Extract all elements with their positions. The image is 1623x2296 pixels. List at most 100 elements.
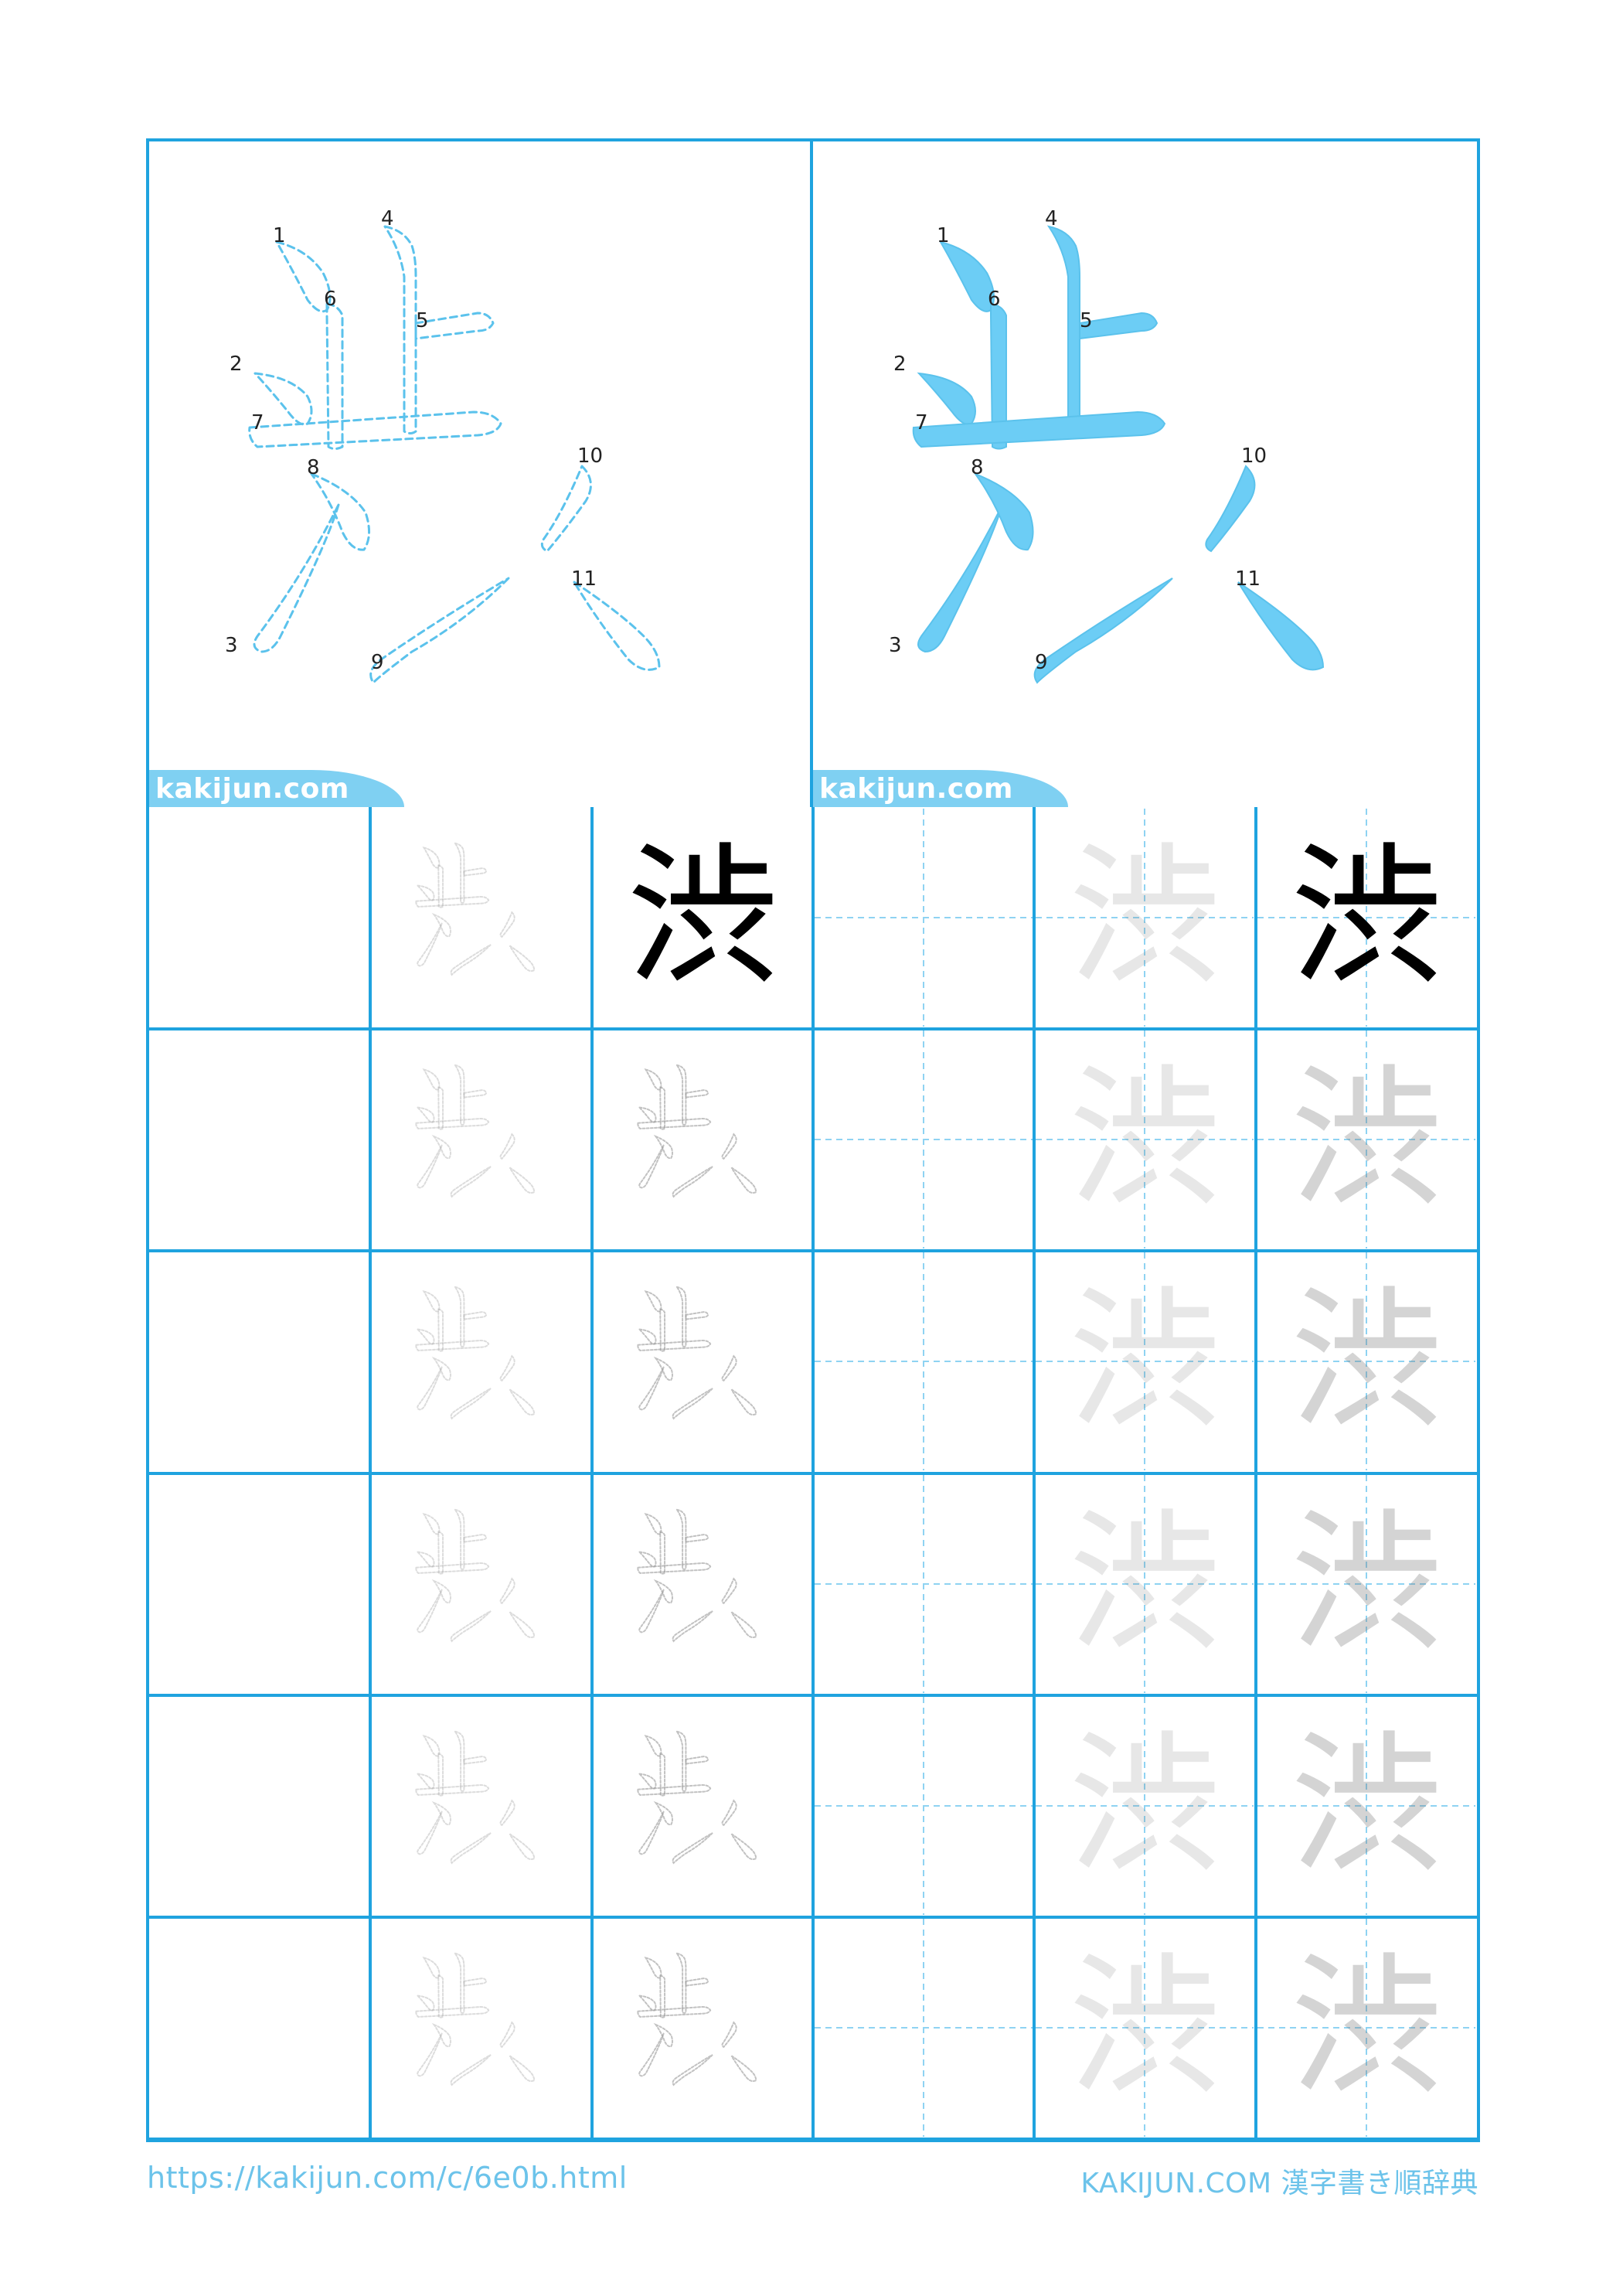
- watermark-badge: kakijun.com: [813, 770, 1068, 807]
- practice-cell-empty[interactable]: [151, 1697, 369, 1915]
- practice-cell-empty[interactable]: [151, 1919, 369, 2137]
- gray-trace-glyph: 渋: [1290, 1051, 1442, 1228]
- dotted-trace-glyph: [637, 1064, 757, 1198]
- stroke-11: [573, 581, 661, 671]
- cross-guide: [815, 809, 1033, 1027]
- stroke-10: [540, 465, 592, 553]
- svg-text:8: 8: [971, 456, 984, 479]
- dotted-trace-glyph: [637, 1730, 757, 1865]
- dotted-trace-glyph: [415, 842, 536, 976]
- stroke-number-9: 9: [371, 651, 384, 674]
- dotted-trace-glyph: [415, 1286, 536, 1420]
- gray-trace-glyph: 渋: [1068, 1051, 1220, 1228]
- gray-trace-glyph: 渋: [1290, 1718, 1442, 1894]
- cross-guide: [1257, 1252, 1475, 1470]
- cross-guide: [815, 1030, 1033, 1248]
- practice-cell-empty[interactable]: [815, 1475, 1033, 1693]
- trace-cell-gray[interactable]: 渋: [1036, 1475, 1254, 1693]
- practice-cell-empty[interactable]: [151, 1030, 369, 1248]
- svg-text:4: 4: [1045, 207, 1058, 230]
- gray-trace-glyph: 渋: [1068, 1940, 1220, 2116]
- trace-cell-gray[interactable]: 渋: [1036, 1252, 1254, 1470]
- grid-column-line: [590, 807, 594, 2139]
- model-glyph: 渋: [1290, 829, 1442, 1006]
- stroke-number-5: 5: [416, 309, 429, 332]
- trace-cell-gray[interactable]: 渋: [1036, 809, 1254, 1027]
- trace-cell-gray[interactable]: 渋: [1257, 1697, 1475, 1915]
- trace-cell-gray[interactable]: 渋: [1036, 1697, 1254, 1915]
- cross-guide: [1257, 1030, 1475, 1248]
- stroke-4: [383, 225, 417, 434]
- trace-cell-dotted[interactable]: [372, 1697, 590, 1915]
- watermark-text: kakijun.com: [819, 773, 1013, 805]
- svg-text:7: 7: [915, 411, 928, 434]
- trace-cell-dotted[interactable]: [594, 1697, 812, 1915]
- practice-cell-empty[interactable]: [815, 1697, 1033, 1915]
- trace-cell-dotted[interactable]: [372, 1919, 590, 2137]
- dotted-trace-glyph: [415, 1730, 536, 1865]
- dotted-trace-glyph: [415, 1952, 536, 2086]
- cross-guide: [1036, 1030, 1254, 1248]
- stroke-8: [310, 472, 370, 551]
- outline-strokes-diagram: 1 2 3 4 5 6 7 8 9 10 11: [225, 207, 661, 684]
- stroke-number-7: 7: [251, 411, 264, 434]
- gray-trace-glyph: 渋: [1068, 1496, 1220, 1672]
- trace-cell-dotted[interactable]: [372, 1252, 590, 1470]
- cross-guide: [1257, 1697, 1475, 1915]
- practice-cell-empty[interactable]: [151, 809, 369, 1027]
- practice-cell-empty[interactable]: [815, 1252, 1033, 1470]
- trace-cell-dotted[interactable]: [372, 1030, 590, 1248]
- stroke-number-3: 3: [225, 634, 238, 657]
- svg-text:3: 3: [889, 634, 902, 657]
- gray-trace-glyph: 渋: [1068, 1718, 1220, 1894]
- filled-strokes-diagram: 1 2 3 4 5 6 7 8 9 10 11: [889, 207, 1325, 684]
- gray-trace-glyph: 渋: [1068, 829, 1220, 1006]
- cross-guide: [1036, 1919, 1254, 2137]
- stroke-6: [325, 302, 344, 450]
- trace-cell-dotted[interactable]: [594, 1252, 812, 1470]
- trace-cell-gray[interactable]: 渋: [1257, 1252, 1475, 1470]
- trace-cell-dotted[interactable]: [594, 1475, 812, 1693]
- stroke-number-8: 8: [307, 456, 320, 479]
- svg-text:2: 2: [893, 353, 907, 376]
- gray-trace-glyph: 渋: [1290, 1273, 1442, 1449]
- trace-cell-gray[interactable]: 渋: [1257, 1030, 1475, 1248]
- model-glyph-cell[interactable]: 渋: [1257, 809, 1475, 1027]
- trace-cell-gray[interactable]: 渋: [1257, 1919, 1475, 2137]
- trace-cell-dotted[interactable]: [594, 1919, 812, 2137]
- stroke-number-11: 11: [571, 567, 597, 591]
- stroke-order-filled-panel: 1 2 3 4 5 6 7 8 9 10 11 kakijun.com: [813, 141, 1477, 807]
- practice-cell-empty[interactable]: [815, 809, 1033, 1027]
- grid-column-line: [1254, 807, 1257, 2139]
- stroke-number-2: 2: [230, 353, 243, 376]
- grid-column-line: [369, 807, 372, 2139]
- cross-guide: [1036, 1697, 1254, 1915]
- cross-guide: [1036, 1252, 1254, 1470]
- grid-row-line: [149, 2138, 1477, 2141]
- cross-guide: [815, 1697, 1033, 1915]
- stroke-number-4: 4: [381, 207, 394, 230]
- practice-cell-empty[interactable]: [151, 1475, 369, 1693]
- grid-column-line: [1033, 807, 1036, 2139]
- cross-guide: [1036, 1475, 1254, 1693]
- trace-cell-dotted[interactable]: [372, 1475, 590, 1693]
- stroke-3: [253, 503, 340, 653]
- trace-cell-dotted[interactable]: [372, 809, 590, 1027]
- dotted-trace-glyph: [637, 1286, 757, 1420]
- trace-cell-gray[interactable]: 渋: [1036, 1030, 1254, 1248]
- cross-guide: [1257, 809, 1475, 1027]
- trace-cell-gray[interactable]: 渋: [1257, 1475, 1475, 1693]
- trace-cell-gray[interactable]: 渋: [1036, 1919, 1254, 2137]
- model-glyph-cell[interactable]: 渋: [594, 809, 812, 1027]
- trace-cell-dotted[interactable]: [594, 1030, 812, 1248]
- svg-text:5: 5: [1080, 309, 1093, 332]
- grid-column-line: [812, 807, 815, 2139]
- svg-text:10: 10: [1241, 445, 1267, 468]
- practice-cell-empty[interactable]: [151, 1252, 369, 1470]
- gray-trace-glyph: 渋: [1290, 1496, 1442, 1672]
- footer-url[interactable]: https://kakijun.com/c/6e0b.html: [147, 2161, 628, 2195]
- svg-text:6: 6: [988, 288, 1001, 311]
- practice-cell-empty[interactable]: [815, 1030, 1033, 1248]
- practice-cell-empty[interactable]: [815, 1919, 1033, 2137]
- model-glyph: 渋: [626, 829, 778, 1006]
